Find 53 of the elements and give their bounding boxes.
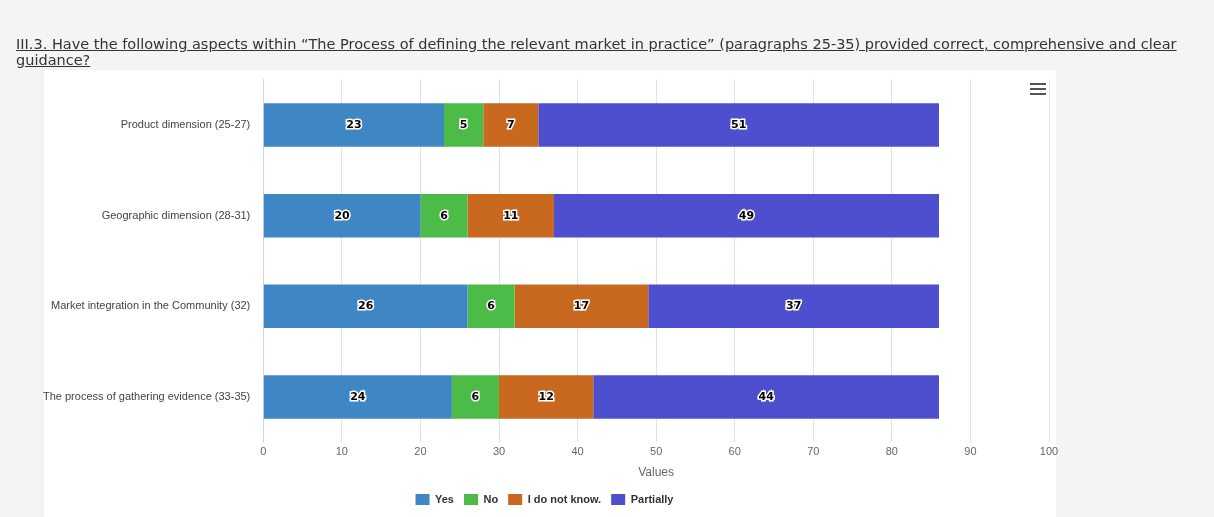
bar bbox=[420, 193, 468, 238]
y-tick-label: Geographic dimension (28-31) bbox=[101, 208, 251, 221]
data-label: 6 bbox=[487, 299, 496, 313]
data-label: 37 bbox=[785, 299, 802, 313]
bar bbox=[467, 193, 554, 238]
legend-label: No bbox=[483, 492, 499, 505]
data-label: 12 bbox=[538, 389, 554, 403]
x-tick-label: 10 bbox=[335, 445, 348, 458]
data-label: 49 bbox=[738, 208, 755, 222]
y-tick-label: Market integration in the Community (32) bbox=[50, 299, 251, 312]
x-tick-label: 30 bbox=[492, 445, 506, 458]
bar bbox=[554, 193, 939, 238]
data-label: 20 bbox=[334, 208, 351, 222]
chart-title: III.3. Have the following aspects within “The Process of defining the relevant market in practice” (paragraphs 25-35) provided correct, comprehensive and clear guidance? bbox=[16, 36, 1178, 68]
bar bbox=[467, 284, 515, 329]
x-tick-label: 40 bbox=[571, 445, 584, 458]
x-tick-label: 0 bbox=[260, 445, 267, 458]
data-label: 6 bbox=[440, 208, 449, 222]
data-label: 44 bbox=[758, 389, 775, 403]
data-label: 6 bbox=[471, 389, 480, 403]
x-axis-title: Values bbox=[638, 465, 675, 480]
data-label: 7 bbox=[506, 117, 515, 131]
legend-label: Partially bbox=[630, 492, 675, 505]
y-tick-label: The process of gathering evidence (33-35) bbox=[42, 390, 251, 403]
data-label: 5 bbox=[459, 117, 468, 131]
data-label: 23 bbox=[346, 117, 362, 131]
bar bbox=[499, 375, 594, 419]
x-tick-label: 20 bbox=[414, 445, 427, 458]
x-tick-label: 90 bbox=[964, 445, 977, 458]
legend-label: Yes bbox=[435, 492, 454, 505]
data-label: 51 bbox=[730, 117, 747, 131]
bar bbox=[263, 103, 444, 147]
bar bbox=[263, 375, 452, 419]
x-tick-label: 60 bbox=[728, 445, 741, 458]
bar bbox=[263, 284, 468, 329]
bar bbox=[483, 103, 539, 147]
bar bbox=[263, 193, 421, 238]
data-label: 26 bbox=[358, 299, 374, 313]
bar bbox=[593, 375, 939, 419]
y-tick-label: Product dimension (25-27) bbox=[120, 117, 251, 130]
bar bbox=[514, 284, 649, 329]
data-label: 17 bbox=[573, 299, 590, 313]
legend-label: I do not know. bbox=[527, 492, 602, 505]
bar bbox=[648, 284, 939, 329]
data-label: 24 bbox=[350, 389, 366, 403]
bar bbox=[444, 103, 484, 147]
bar bbox=[538, 103, 939, 147]
x-tick-label: 70 bbox=[807, 445, 820, 458]
x-tick-label: 100 bbox=[1039, 445, 1059, 458]
bar bbox=[451, 375, 499, 419]
x-tick-label: 50 bbox=[650, 445, 663, 458]
x-tick-label: 80 bbox=[885, 445, 898, 458]
data-label: 11 bbox=[503, 208, 519, 222]
